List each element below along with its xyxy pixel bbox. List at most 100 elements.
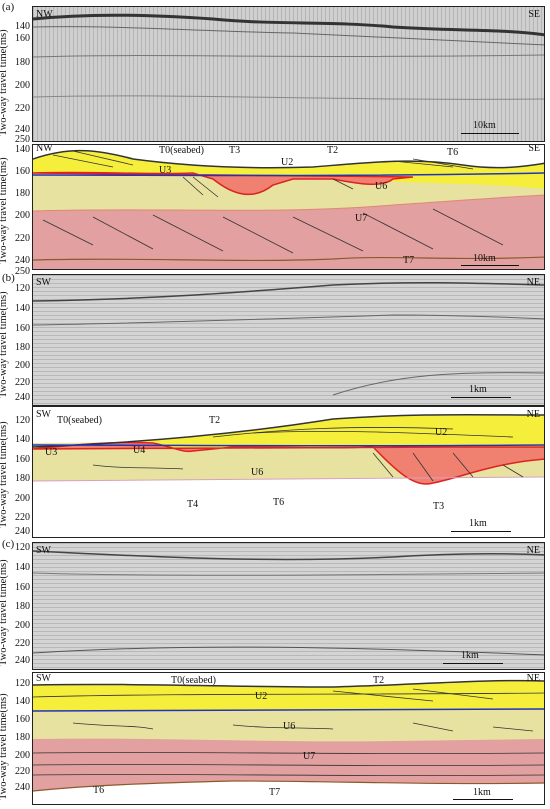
scale-bar — [443, 663, 503, 664]
tick: 140 — [15, 303, 30, 314]
tick: 160 — [15, 166, 30, 177]
tick: 200 — [15, 493, 30, 504]
y-axis-label: Two-way travel time(ms) — [0, 157, 9, 264]
label-t2: T2 — [209, 415, 221, 426]
direction-left: SW — [36, 545, 51, 556]
tick: 180 — [15, 188, 30, 199]
scale-label: 10km — [473, 120, 496, 131]
label-t6: T6 — [93, 785, 105, 796]
tick: 240 — [15, 124, 30, 135]
tick: 200 — [15, 210, 30, 221]
tick: 200 — [15, 750, 30, 761]
scale-bar — [451, 531, 511, 532]
tick: 200 — [15, 360, 30, 371]
panel-letter: (a) — [2, 1, 15, 13]
direction-right: NE — [526, 277, 540, 288]
tick: 200 — [15, 620, 30, 631]
tick: 240 — [15, 782, 30, 793]
tick: 140 — [15, 562, 30, 573]
label-u3: U3 — [159, 165, 172, 176]
tick: 250 — [15, 134, 30, 145]
tick: 120 — [15, 415, 30, 426]
tick: 160 — [15, 714, 30, 725]
tick: 160 — [15, 33, 30, 44]
seismic-profile-c: SW NE 1km — [32, 542, 545, 670]
scale-label: 1km — [473, 787, 491, 798]
label-u2: U2 — [435, 427, 448, 438]
tick: 220 — [15, 766, 30, 777]
interpretation-b: T0(seabed) T2 U2 U3 U4 U6 T4 T6 T3 SW NE… — [32, 406, 545, 538]
direction-left: SW — [36, 409, 51, 420]
tick: 220 — [15, 103, 30, 114]
scale-bar — [461, 133, 519, 134]
label-u6: U6 — [251, 467, 264, 478]
label-u2: U2 — [255, 691, 268, 702]
label-t7: T7 — [269, 787, 281, 798]
scale-bar — [453, 799, 513, 800]
tick: 140 — [15, 696, 30, 707]
scale-bar — [451, 397, 511, 398]
direction-right: NE — [526, 545, 540, 556]
label-t3: T3 — [229, 145, 241, 156]
tick: 180 — [15, 601, 30, 612]
y-axis-label: Two-way travel time(ms) — [0, 559, 9, 666]
seismic-profile-a: NW SE 10km — [32, 6, 545, 142]
direction-left: NW — [36, 9, 53, 20]
interpretation-drawing — [33, 673, 544, 804]
seismic-texture — [33, 275, 544, 405]
interpretation-a: T0(seabed) T3 U2 T2 T6 U3 U6 U7 T7 NW SE… — [32, 144, 545, 270]
tick: 220 — [15, 638, 30, 649]
label-t7: T7 — [403, 255, 415, 266]
direction-left: SW — [36, 673, 51, 684]
tick: 160 — [15, 582, 30, 593]
label-u6: U6 — [283, 721, 296, 732]
tick: 120 — [15, 678, 30, 689]
y-axis-label: Two-way travel time(ms) — [0, 421, 9, 528]
seismic-texture — [33, 7, 544, 141]
label-u7: U7 — [355, 213, 368, 224]
tick: 140 — [15, 144, 30, 155]
label-u6: U6 — [375, 181, 388, 192]
panel-b: (b) SW NE 1km 250 120 140 160 180 200 22… — [0, 266, 550, 538]
panel-letter: (c) — [2, 538, 15, 550]
direction-right: NE — [526, 409, 540, 420]
label-t3: T3 — [433, 501, 445, 512]
panel-a: (a) NW SE 10km 140 160 180 200 220 240 — [0, 0, 550, 272]
label-t2: T2 — [373, 675, 385, 686]
tick: 180 — [15, 57, 30, 68]
tick: 220 — [15, 377, 30, 388]
direction-right: SE — [528, 9, 540, 20]
tick: 200 — [15, 80, 30, 91]
label-t0: T0(seabed) — [171, 675, 216, 686]
scale-label: 1km — [469, 384, 487, 395]
tick: 140 — [15, 434, 30, 445]
interpretation-drawing — [33, 407, 544, 537]
scale-label: 1km — [469, 518, 487, 529]
label-u2: U2 — [281, 157, 294, 168]
label-u7: U7 — [303, 751, 316, 762]
scale-bar — [461, 265, 519, 266]
label-u3: U3 — [45, 447, 58, 458]
interpretation-drawing — [33, 145, 544, 269]
tick: 250 — [15, 266, 30, 277]
direction-left: NW — [36, 144, 53, 154]
tick: 240 — [15, 526, 30, 537]
direction-right: NE — [526, 673, 540, 684]
panel-c: (c) SW NE 1km 120 140 160 180 200 220 24… — [0, 538, 550, 809]
label-t4: T4 — [187, 499, 199, 510]
tick: 180 — [15, 732, 30, 743]
tick: 240 — [15, 255, 30, 266]
tick: 160 — [15, 454, 30, 465]
tick: 140 — [15, 21, 30, 32]
tick: 180 — [15, 473, 30, 484]
label-t6: T6 — [447, 147, 459, 158]
tick: 240 — [15, 392, 30, 403]
tick: 180 — [15, 342, 30, 353]
label-t0: T0(seabed) — [57, 415, 102, 426]
tick: 220 — [15, 233, 30, 244]
scale-label: 1km — [461, 650, 479, 661]
panel-letter: (b) — [2, 272, 15, 284]
interpretation-c: T0(seabed) T2 U2 U6 U7 T6 T7 SW NE 1km — [32, 672, 545, 805]
label-t6: T6 — [273, 497, 285, 508]
label-t0: T0(seabed) — [159, 145, 204, 156]
